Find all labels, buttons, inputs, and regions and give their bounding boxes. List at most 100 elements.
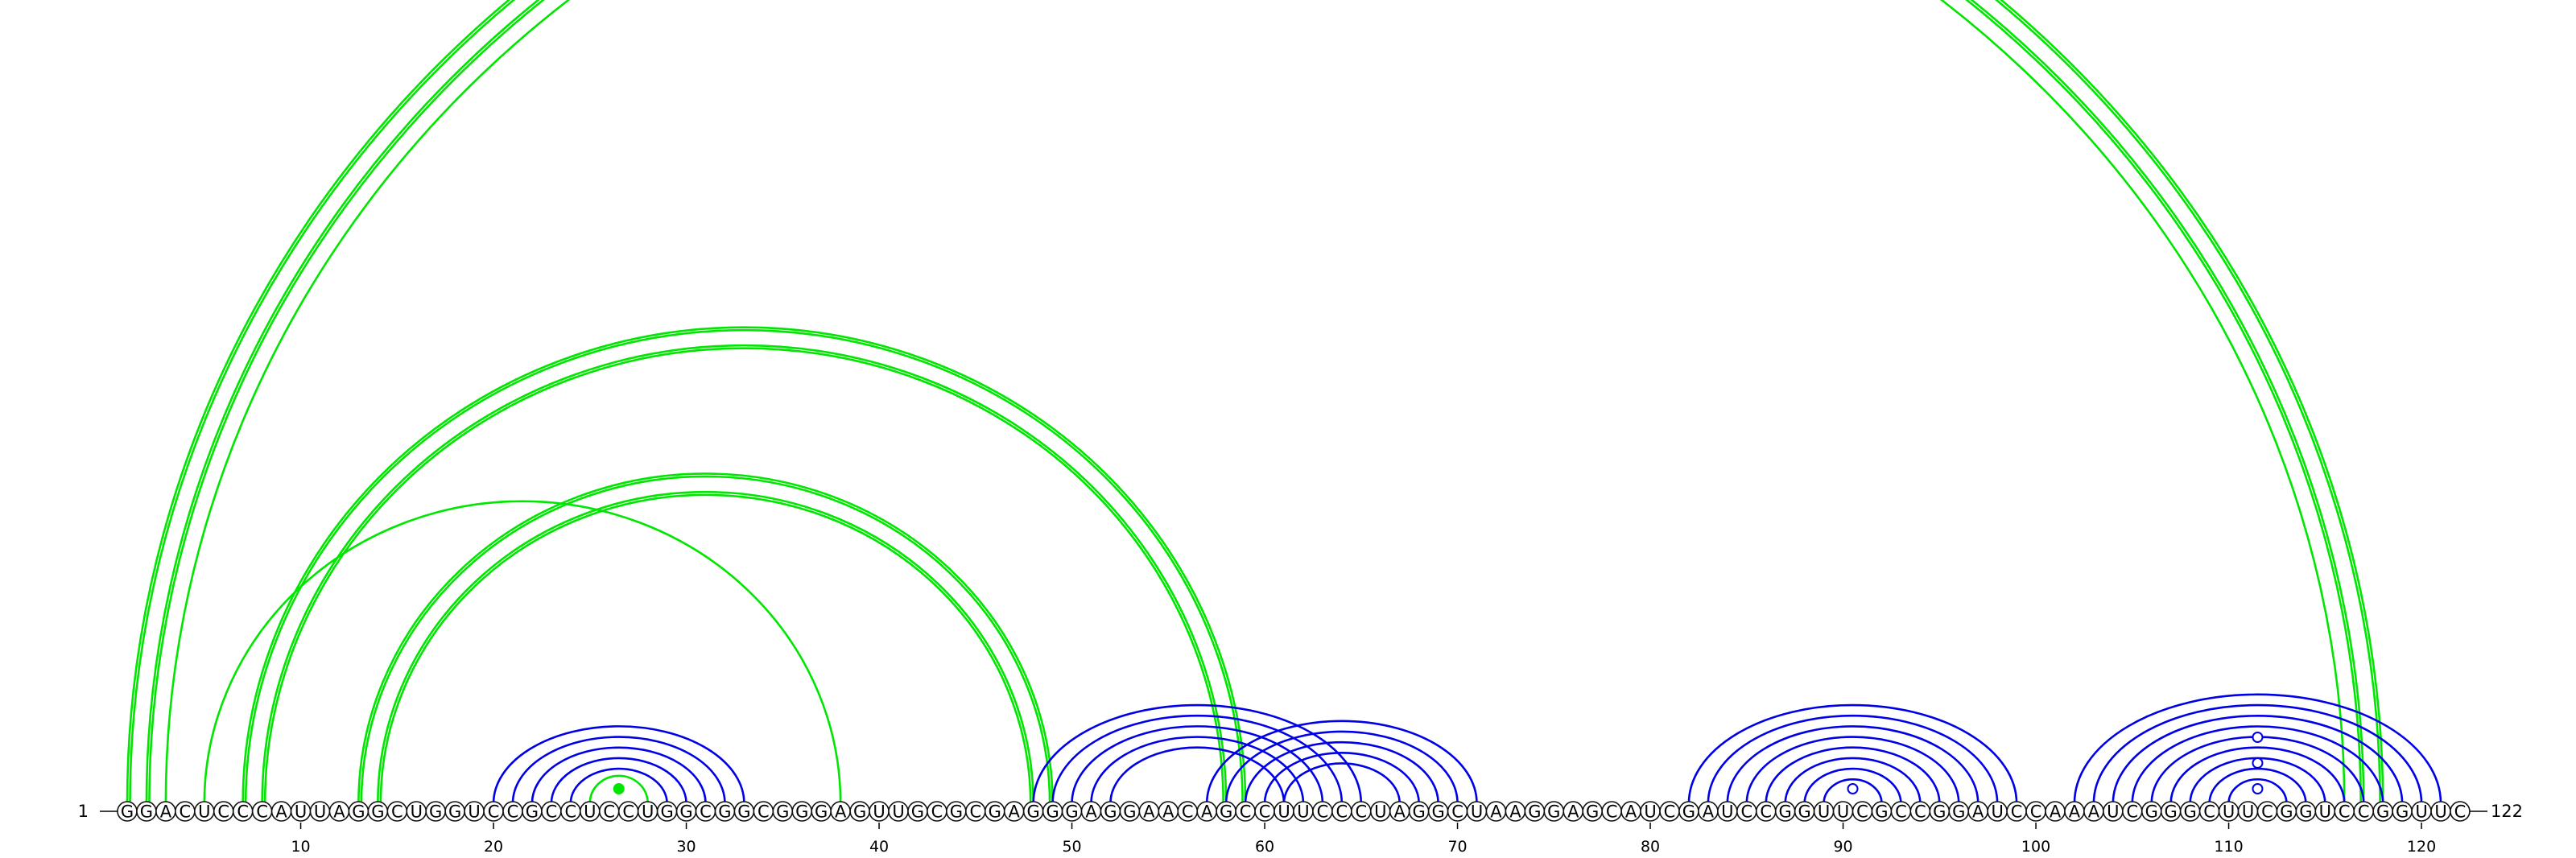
green-arc-1-118 [126,0,2384,804]
nucleotide-letter: G [679,802,692,822]
nucleotide-77: G [1582,801,1603,822]
nucleotide-letter: U [1278,802,1290,822]
nucleotide-letter: C [969,802,981,822]
blue-arc-61-67 [1282,762,1401,804]
nucleotide-116: C [2334,801,2355,822]
nucleotide-119: G [2392,801,2413,822]
tick-label: 80 [1641,838,1660,856]
nucleotide-108: G [2179,801,2201,822]
nucleotide-letter: U [2415,802,2427,822]
nucleotide-120: U [2411,801,2432,822]
blue-arc-22-31 [530,746,707,804]
nucleotide-55: A [1158,801,1179,822]
nucleotide-letter: G [737,802,750,822]
nucleotide-letter: C [2358,802,2370,822]
nucleotide-21: C [502,801,523,822]
nucleotide-36: G [791,801,813,822]
nucleotide-letter: G [1586,802,1599,822]
nucleotide-letter: G [911,802,924,822]
nucleotide-letter: C [2454,802,2467,822]
nucleotide-letter: G [1547,802,1560,822]
green-arc-25-28 [588,774,649,804]
nucleotide-letter: A [1625,802,1637,822]
blue-arc-107-116 [2169,746,2346,804]
nucleotide-100: C [2025,801,2046,822]
nucleotide-12: A [328,801,350,822]
nucleotide-7: C [232,801,254,822]
nucleotide-44: G [946,801,967,822]
green-arc-1-118 [129,0,2381,804]
nucleotide-92: G [1871,801,1893,822]
green-arc-13-49 [360,475,1051,804]
nucleotide-71: U [1466,801,1488,822]
position-ticks: 10 20 30 40 50 60 70 80 90 100 110 120 [291,823,2436,856]
nucleotide-34: C [753,801,774,822]
nucleotide-letter: G [2280,802,2293,822]
nucleotide-letter: A [835,802,847,822]
nucleotide-51: A [1080,801,1102,822]
nucleotide-95: G [1929,801,1951,822]
nucleotide-letter: U [2242,802,2254,822]
tick-label: 120 [2407,838,2436,856]
nucleotide-letter: U [2319,802,2331,822]
nucleotide-letter: G [2145,802,2158,822]
nucleotide-letter: G [2299,802,2312,822]
nucleotide-93: C [1890,801,1912,822]
blue-arc-105-118 [2131,725,2384,804]
nucleotide-56: C [1177,801,1199,822]
nucleotide-19: U [464,801,485,822]
blue-arc-59-69 [1244,740,1439,804]
nucleotide-38: A [830,801,851,822]
nucleotide-107: G [2160,801,2182,822]
nucleotide-letter: G [2396,802,2409,822]
nucleotide-101: A [2045,801,2066,822]
nucleotide-39: G [849,801,870,822]
nucleotide-letter: C [2203,802,2215,822]
nucleotide-letter: G [1798,802,1811,822]
nucleotide-letter: C [603,802,615,822]
nucleotide-letter: G [1933,802,1946,822]
nucleotide-80: U [1640,801,1661,822]
nucleotide-69: G [1427,801,1449,822]
green-arc-5-38 [203,500,842,804]
nucleotide-74: G [1524,801,1546,822]
nucleotide-20: C [483,801,504,822]
green-arc-3-116 [166,0,2344,803]
nucleotide-letter: U [1991,802,2003,822]
nucleotide-53: G [1119,801,1141,822]
blue-arc-84-97 [1726,725,1979,804]
nucleotide-30: G [675,801,697,822]
nucleotide-letter: G [140,802,153,822]
nucleotide-13: G [348,801,369,822]
nucleotide-letter: G [1104,802,1117,822]
nucleotide-2: G [136,801,157,822]
nucleotide-letter: U [873,802,885,822]
nucleotide-letter: C [507,802,519,822]
nucleotide-letter: U [1374,802,1386,822]
blue-arc-24-29 [569,767,668,804]
nucleotide-letter: C [488,802,500,822]
nucleotide-18: G [444,801,465,822]
tick-label: 40 [869,838,889,856]
nucleotide-6: C [213,801,234,822]
nucleotide-111: U [2237,801,2259,822]
nucleotide-81: C [1659,801,1680,822]
blue-arc-group [492,693,2442,804]
nucleotide-letter: C [1895,802,1907,822]
nucleotide-letter: U [642,802,654,822]
blue-arc-48-65 [1032,703,1363,804]
nucleotide-113: G [2276,801,2297,822]
nucleotide-122: C [2450,801,2471,822]
nucleotide-106: G [2140,801,2162,822]
nucleotide-102: A [2064,801,2085,822]
blue-arc-104-119 [2112,714,2404,804]
blue-arc-103-120 [2092,703,2423,804]
nucleotide-letter: C [1451,802,1463,822]
hairpin-marker [2252,732,2264,743]
nucleotide-17: G [425,801,447,822]
nucleotide-41: U [888,801,909,822]
nucleotide-75: G [1543,801,1565,822]
nucleotide-42: G [907,801,928,822]
nucleotide-letter: C [2261,802,2273,822]
